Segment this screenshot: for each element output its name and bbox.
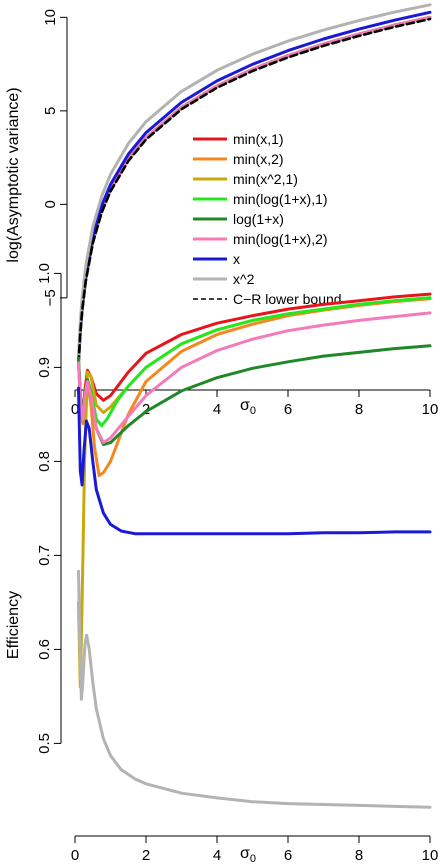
efficiency-x-tick-label: 2: [142, 847, 150, 864]
variance-series-c-r-lower-bound: [77, 17, 432, 365]
efficiency-y-tick-label: 0.6: [36, 639, 53, 660]
legend-label-min-log-1-x-1: min(log(1+x),1): [233, 191, 328, 207]
efficiency-series-min-x-1: [77, 292, 432, 416]
efficiency-series-min-x-2-1: [77, 296, 432, 689]
efficiency-y-tick-label: 0.5: [36, 733, 53, 754]
efficiency-y-tick-label: 1.0: [36, 263, 53, 284]
variance-y-tick-label: −5: [42, 289, 59, 306]
y-axis-label-efficiency: Efficiency: [5, 591, 22, 659]
variance-x-tick-label: 6: [284, 401, 292, 418]
legend-label-x-2: x^2: [233, 271, 255, 287]
variance-x-tick-label: 0: [71, 401, 79, 418]
efficiency-x-tick-label: 4: [213, 847, 221, 864]
efficiency-series-min-log-1-x-2: [77, 311, 432, 445]
variance-y-tick-label: 10: [42, 9, 59, 26]
legend-label-min-x-2: min(x,2): [233, 151, 284, 167]
legend-label-min-log-1-x-2: min(log(1+x),2): [233, 231, 328, 247]
variance-series-x-2: [77, 3, 432, 358]
efficiency-series-log-1-x: [77, 344, 432, 446]
variance-x-tick-label: 2: [142, 401, 150, 418]
efficiency-x-tick-label: 8: [355, 847, 363, 864]
efficiency-y-tick-label: 0.7: [36, 545, 53, 566]
legend-label-min-x-1: min(x,1): [233, 131, 284, 147]
efficiency-chart: Efficiency σ0 0 2 4 6 8 10 0.5 0.6 0.7 0.8 0.9 1.0: [5, 263, 438, 865]
x-axis-label-variance: σ0: [240, 397, 256, 417]
efficiency-series-min-x-2: [77, 297, 432, 477]
efficiency-series-x: [77, 386, 432, 536]
legend-label-min-x-2-1: min(x^2,1): [233, 171, 298, 187]
variance-y-tick-label: 0: [42, 200, 59, 208]
efficiency-y-tick-label: 0.9: [36, 357, 53, 378]
efficiency-y-tick-label: 0.8: [36, 451, 53, 472]
efficiency-series-x-2: [77, 569, 432, 809]
y-axis-label-variance: log(Asymptotic variance): [5, 87, 22, 262]
variance-y-tick-label: 5: [42, 107, 59, 115]
variance-chart: log(Asymptotic variance) σ0 0 2 4 6 8 10 −5 0 5 1…: [5, 3, 439, 418]
variance-x-tick-label: 4: [213, 401, 221, 418]
efficiency-x-tick-label: 6: [284, 847, 292, 864]
efficiency-x-tick-label: 10: [422, 847, 439, 864]
variance-x-tick-label: 8: [355, 401, 363, 418]
legend-label-x: x: [233, 251, 240, 267]
legend-label-log-1-x: log(1+x): [233, 211, 284, 227]
variance-x-tick-label: 10: [422, 401, 439, 418]
legend-label-c-r-lower-bound: C−R lower bound: [233, 291, 342, 307]
x-axis-label-efficiency: σ0: [240, 845, 256, 865]
efficiency-x-tick-label: 0: [71, 847, 79, 864]
